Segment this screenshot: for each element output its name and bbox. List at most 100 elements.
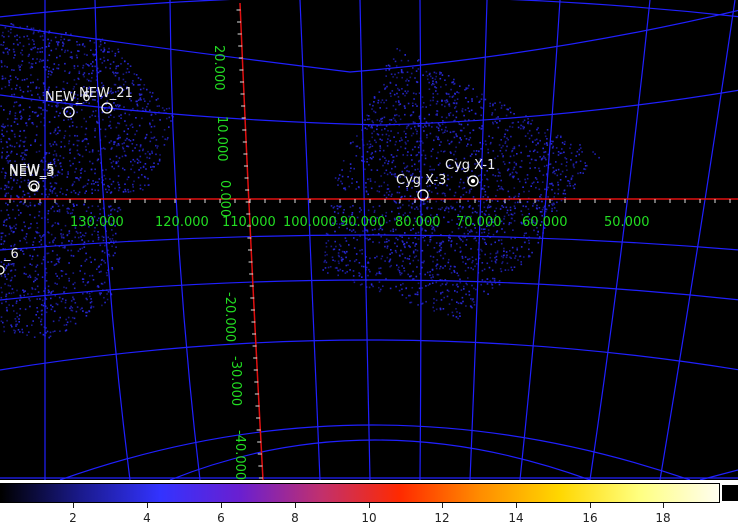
photon-event [116, 72, 118, 75]
photon-event [108, 125, 110, 127]
photon-event [512, 168, 515, 171]
photon-event [43, 83, 45, 85]
photon-event [417, 208, 419, 210]
colorbar[interactable] [0, 483, 738, 503]
photon-event [63, 38, 66, 41]
photon-event [534, 167, 536, 169]
photon-event [46, 169, 49, 171]
source-circle-new5[interactable] [30, 183, 38, 191]
photon-event [4, 275, 7, 278]
photon-event [456, 201, 458, 204]
photon-event [388, 69, 390, 71]
sky-image[interactable]: 130.000 120.000 110.000 100.000 90.000 8… [0, 0, 738, 480]
photon-event [58, 210, 61, 213]
photon-event [549, 163, 552, 165]
source-circle-cygx3[interactable] [417, 189, 429, 201]
photon-event [372, 285, 374, 288]
photon-event [27, 227, 30, 230]
photon-event [409, 294, 411, 297]
photon-event [139, 161, 142, 163]
photon-event [431, 126, 433, 128]
photon-event [455, 170, 458, 173]
photon-event [396, 149, 399, 151]
photon-event [487, 148, 489, 151]
photon-event [500, 270, 503, 273]
photon-event [453, 78, 455, 81]
photon-event [488, 221, 491, 223]
photon-event [327, 272, 329, 274]
photon-event [0, 275, 3, 277]
photon-event [113, 102, 115, 104]
photon-event [21, 96, 24, 99]
photon-event [378, 290, 381, 293]
photon-event [436, 259, 439, 261]
photon-event [386, 245, 389, 248]
photon-event [462, 206, 464, 209]
photon-event [446, 282, 448, 284]
photon-event [489, 105, 491, 107]
photon-event [106, 274, 108, 277]
photon-event [515, 171, 517, 173]
photon-event [60, 36, 63, 38]
photon-event [110, 162, 113, 164]
photon-event [6, 130, 8, 133]
photon-event [53, 188, 55, 190]
photon-event [412, 172, 414, 175]
photon-event [12, 48, 15, 51]
source-circle-new6b[interactable] [0, 265, 5, 275]
source-circle-new3[interactable] [28, 180, 40, 192]
photon-event [399, 49, 401, 52]
photon-event [95, 79, 98, 81]
photon-event [370, 157, 373, 160]
photon-event [67, 207, 69, 210]
photon-event [121, 57, 123, 59]
photon-event [83, 218, 86, 220]
photon-event [444, 209, 446, 212]
photon-event [380, 185, 383, 187]
photon-event [395, 202, 398, 204]
photon-event [449, 151, 452, 153]
photon-event [96, 121, 99, 124]
photon-event [426, 176, 428, 179]
photon-event [500, 146, 503, 149]
photon-event [34, 46, 36, 49]
photon-event [523, 234, 525, 237]
photon-event [31, 66, 34, 69]
photon-event [412, 67, 414, 69]
photon-event [41, 60, 43, 62]
photon-event [16, 179, 19, 182]
photon-event [430, 277, 432, 279]
photon-event [406, 187, 408, 190]
photon-event [144, 100, 146, 102]
photon-event [432, 92, 434, 95]
photon-event [470, 298, 472, 300]
photon-event [418, 287, 421, 290]
photon-event [429, 283, 431, 285]
photon-event [85, 190, 87, 192]
photon-event [398, 115, 400, 117]
photon-event [425, 196, 427, 199]
photon-event [87, 91, 90, 93]
photon-event [412, 278, 414, 280]
photon-event [86, 90, 89, 93]
source-circle-new21[interactable] [101, 102, 113, 114]
photon-event [145, 168, 147, 170]
photon-event [395, 100, 397, 103]
photon-event [99, 58, 102, 60]
photon-event [332, 207, 335, 209]
photon-event [14, 275, 16, 277]
photon-event [75, 167, 77, 170]
source-circle-new6[interactable] [63, 106, 75, 118]
photon-event [440, 299, 443, 301]
photon-event [498, 283, 501, 286]
source-circle-cygx1[interactable] [467, 175, 479, 187]
photon-event [41, 161, 44, 163]
photon-event [108, 253, 110, 256]
photon-event [125, 190, 127, 193]
photon-event [56, 106, 58, 108]
colorbar-gradient[interactable] [0, 483, 720, 503]
photon-event [403, 243, 406, 245]
photon-event [62, 204, 64, 207]
photon-event [428, 189, 431, 192]
